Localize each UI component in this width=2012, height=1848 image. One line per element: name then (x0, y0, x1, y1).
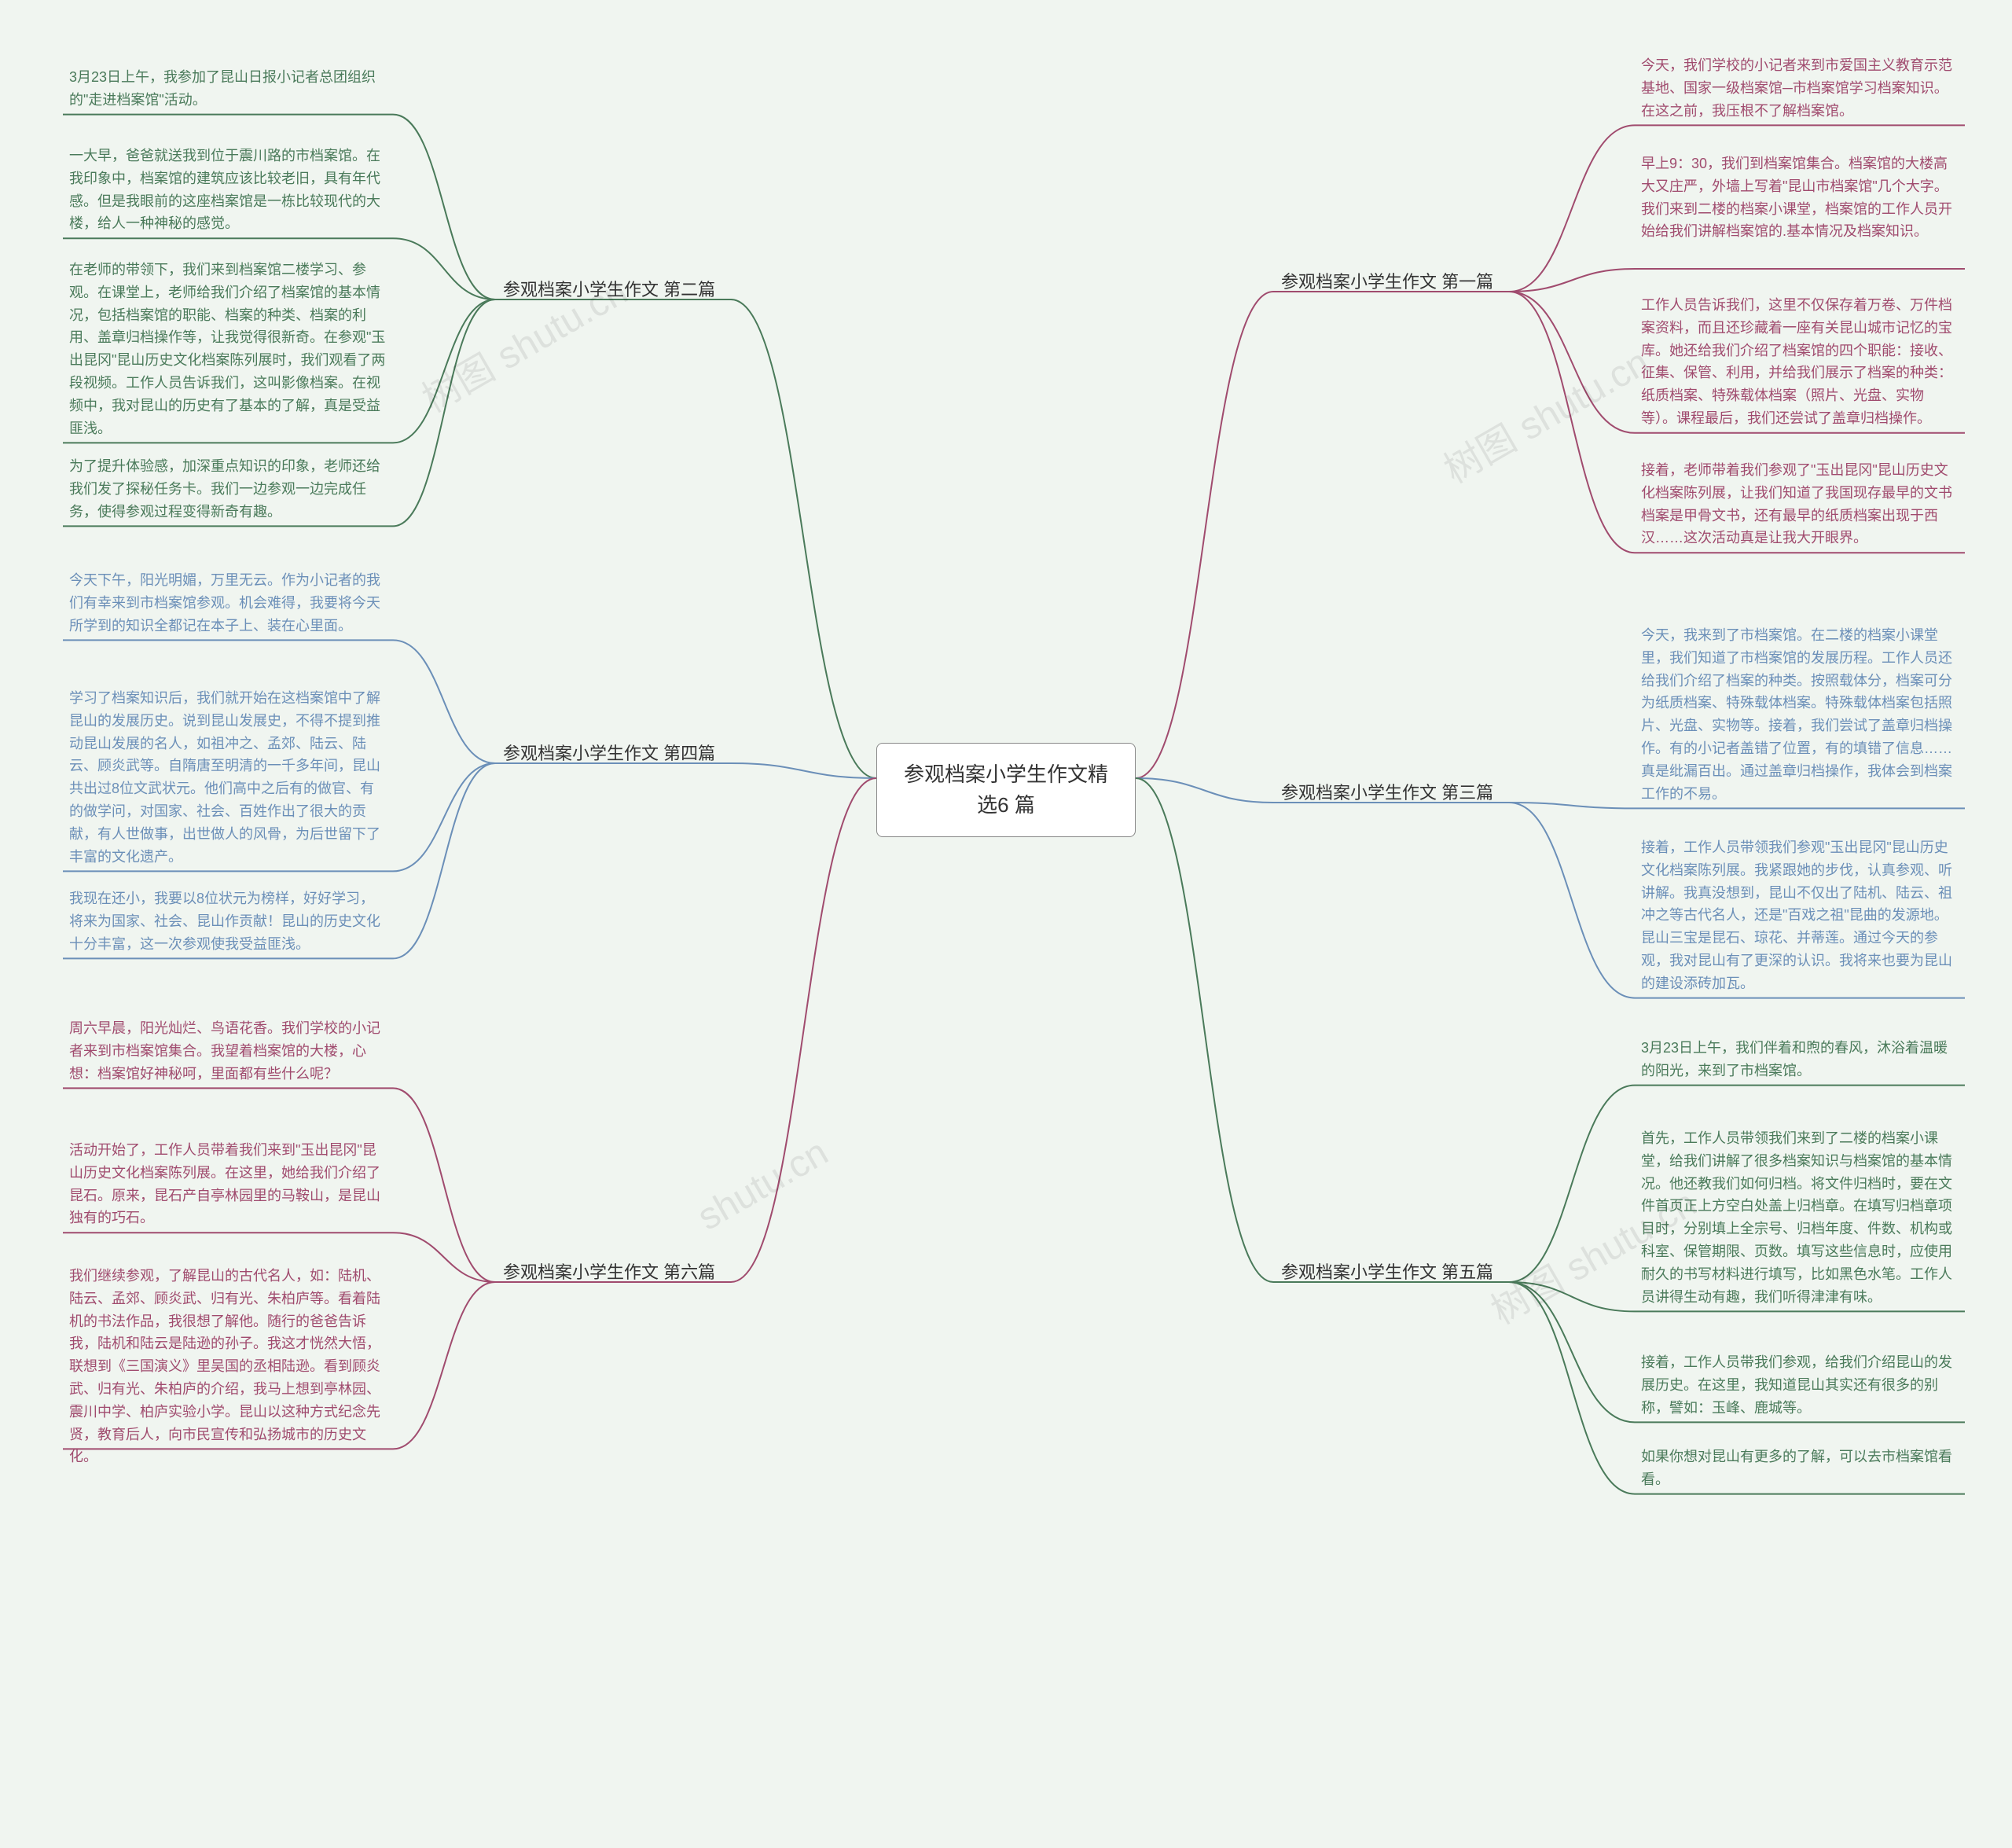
leaf-b1-2: 工作人员告诉我们，这里不仅保存着万卷、万件档案资料，而且还珍藏着一座有关昆山城市… (1635, 291, 1965, 433)
leaf-b4-2: 我现在还小，我要以8位状元为榜样，好好学习，将来为国家、社会、昆山作贡献！昆山的… (63, 884, 393, 958)
center-node: 参观档案小学生作文精选6 篇 (876, 743, 1136, 837)
watermark: 树图 shutu.cn (1432, 332, 1658, 494)
leaf-b6-1: 活动开始了，工作人员带着我们来到"玉出昆冈"昆山历史文化档案陈列展。在这里，她给… (63, 1136, 393, 1233)
branch-b4: 参观档案小学生作文 第四篇 (495, 735, 723, 770)
leaf-b2-2: 在老师的带领下，我们来到档案馆二楼学习、参观。在课堂上，老师给我们介绍了档案馆的… (63, 255, 393, 443)
leaf-b1-3: 接着，老师带着我们参观了"玉出昆冈"昆山历史文化档案陈列展，让我们知道了我国现存… (1635, 456, 1965, 553)
leaf-b2-3: 为了提升体验感，加深重点知识的印象，老师还给我们发了探秘任务卡。我们一边参观一边… (63, 452, 393, 526)
leaf-b5-3: 如果你想对昆山有更多的了解，可以去市档案馆看看。 (1635, 1442, 1965, 1494)
branch-b1: 参观档案小学生作文 第一篇 (1273, 263, 1501, 298)
leaf-b3-1: 接着，工作人员带领我们参观"玉出昆冈"昆山历史文化档案陈列展。我紧跟她的步伐，认… (1635, 833, 1965, 998)
leaf-b6-2: 我们继续参观，了解昆山的古代名人，如：陆机、陆云、孟郊、顾炎武、归有光、朱柏庐等… (63, 1262, 393, 1471)
watermark: shutu.cn (690, 1130, 835, 1239)
leaf-b4-0: 今天下午，阳光明媚，万里无云。作为小记者的我们有幸来到市档案馆参观。机会难得，我… (63, 566, 393, 640)
leaf-b4-1: 学习了档案知识后，我们就开始在这档案馆中了解昆山的发展历史。说到昆山发展史，不得… (63, 684, 393, 871)
leaf-b1-0: 今天，我们学校的小记者来到市爱国主义教育示范基地、国家一级档案馆─市档案馆学习档… (1635, 51, 1965, 125)
leaf-b3-0: 今天，我来到了市档案馆。在二楼的档案小课堂里，我们知道了市档案馆的发展历程。工作… (1635, 621, 1965, 808)
leaf-b6-0: 周六早晨，阳光灿烂、鸟语花香。我们学校的小记者来到市档案馆集合。我望着档案馆的大… (63, 1014, 393, 1088)
branch-b6: 参观档案小学生作文 第六篇 (495, 1254, 723, 1288)
branch-b3: 参观档案小学生作文 第三篇 (1273, 774, 1501, 809)
branch-b5: 参观档案小学生作文 第五篇 (1273, 1254, 1501, 1288)
center-label: 参观档案小学生作文精选6 篇 (904, 762, 1108, 817)
leaf-b2-0: 3月23日上午，我参加了昆山日报小记者总团组织的"走进档案馆"活动。 (63, 63, 393, 115)
branch-b2: 参观档案小学生作文 第二篇 (495, 271, 723, 306)
leaf-b2-1: 一大早，爸爸就送我到位于震川路的市档案馆。在我印象中，档案馆的建筑应该比较老旧，… (63, 141, 393, 238)
leaf-b1-1: 早上9：30，我们到档案馆集合。档案馆的大楼高大又庄严，外墙上写着"昆山市档案馆… (1635, 149, 1965, 246)
leaf-b5-2: 接着，工作人员带我们参观，给我们介绍昆山的发展历史。在这里，我知道昆山其实还有很… (1635, 1348, 1965, 1422)
leaf-b5-0: 3月23日上午，我们伴着和煦的春风，沐浴着温暖的阳光，来到了市档案馆。 (1635, 1034, 1965, 1086)
leaf-b5-1: 首先，工作人员带领我们来到了二楼的档案小课堂，给我们讲解了很多档案知识与档案馆的… (1635, 1124, 1965, 1311)
